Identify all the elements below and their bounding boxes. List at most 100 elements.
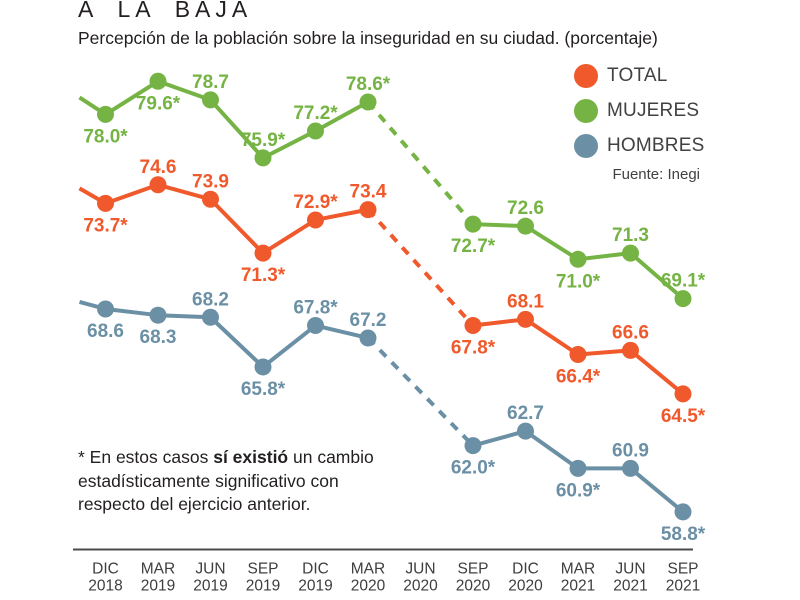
x-axis-tick-month: DIC	[302, 561, 329, 578]
point-label-hombres: 67.8*	[293, 298, 338, 319]
data-point-hombres	[202, 308, 219, 326]
legend-dot-hombres-icon	[574, 133, 598, 158]
point-label-mujeres: 72.6	[507, 198, 544, 219]
data-point-hombres	[149, 306, 167, 324]
legend-label-total: TOTAL	[607, 64, 668, 86]
point-label-hombres: 68.3	[140, 327, 177, 348]
data-point-hombres	[517, 422, 534, 440]
point-label-total: 66.4*	[556, 367, 601, 388]
data-point-total	[517, 310, 534, 328]
x-axis-tick-year: 2019	[246, 578, 280, 595]
data-point-mujeres	[622, 244, 639, 262]
point-label-total: 67.8*	[451, 338, 496, 359]
point-label-hombres: 60.9*	[556, 480, 601, 501]
point-label-total: 66.6	[612, 322, 649, 343]
x-axis-tick-year: 2021	[561, 578, 595, 595]
data-point-mujeres	[517, 217, 534, 235]
point-label-mujeres: 79.6*	[136, 93, 181, 114]
data-point-total	[464, 317, 482, 335]
data-point-total	[202, 190, 219, 208]
data-point-hombres	[254, 358, 272, 376]
chart-subtitle: Percepción de la población sobre la inse…	[78, 28, 658, 48]
point-label-total: 74.6	[140, 157, 177, 178]
data-point-total	[307, 211, 324, 229]
x-axis-tick-year: 2021	[666, 578, 700, 595]
point-label-mujeres: 71.3	[612, 225, 649, 246]
data-point-total	[359, 201, 377, 219]
point-label-mujeres: 75.9*	[241, 130, 286, 151]
data-point-mujeres	[569, 250, 587, 268]
data-point-mujeres	[202, 91, 219, 109]
data-point-mujeres	[307, 122, 324, 140]
legend-dot-mujeres-icon	[574, 98, 598, 123]
point-label-mujeres: 78.7	[192, 72, 229, 93]
x-axis-tick-year: 2020	[403, 578, 438, 595]
point-label-mujeres: 78.6*	[346, 74, 391, 95]
x-axis-tick-year: 2019	[141, 578, 175, 595]
legend-label-mujeres: MUJERES	[607, 99, 700, 121]
point-label-hombres: 62.7	[507, 403, 544, 424]
x-axis-tick-month: JUN	[195, 561, 225, 578]
data-point-hombres	[307, 317, 324, 335]
data-point-hombres	[97, 300, 114, 318]
x-axis-tick-year: 2020	[508, 578, 543, 595]
footnote-line3: respecto del ejercicio anterior.	[78, 494, 311, 514]
data-point-total	[674, 385, 692, 403]
data-point-total	[622, 341, 639, 359]
data-point-hombres	[622, 459, 639, 477]
footnote-line2: estadísticamente significativo con	[78, 470, 339, 491]
point-label-total: 73.9	[192, 171, 229, 192]
data-point-mujeres	[464, 215, 482, 233]
x-axis-tick-month: MAR	[561, 561, 595, 578]
footnote: * En estos casos sí existió un cambio es…	[78, 446, 408, 517]
legend-item-total: TOTAL	[574, 58, 700, 93]
x-axis-tick-year: 2019	[193, 578, 227, 595]
x-axis-tick-year: 2020	[351, 578, 386, 595]
data-point-mujeres	[674, 290, 692, 308]
x-axis-tick-month: MAR	[141, 561, 175, 578]
point-label-mujeres: 69.1*	[661, 271, 706, 292]
x-axis-tick-month: SEP	[247, 561, 278, 578]
data-point-total	[569, 346, 587, 364]
point-label-total: 72.9*	[293, 192, 338, 213]
point-label-hombres: 62.0*	[451, 458, 496, 479]
legend-item-hombres: HOMBRES	[574, 128, 704, 163]
x-axis-tick-month: MAR	[351, 561, 385, 578]
point-label-mujeres: 78.0*	[83, 126, 128, 147]
x-axis-tick-month: JUN	[615, 561, 645, 578]
point-label-hombres: 68.2	[192, 289, 229, 310]
x-axis-tick-month: SEP	[667, 561, 698, 578]
legend-label-hombres: HOMBRES	[607, 134, 705, 156]
data-point-total	[149, 176, 167, 194]
data-point-mujeres	[359, 93, 377, 111]
legend-item-mujeres: MUJERES	[574, 93, 700, 128]
x-axis-tick-month: DIC	[92, 561, 119, 578]
x-axis-tick-year: 2018	[88, 578, 122, 595]
series-dashed-gap-hombres	[366, 336, 475, 447]
point-label-total: 73.4	[350, 182, 387, 203]
data-point-hombres	[464, 437, 482, 455]
chart-title: A LA BAJA	[78, 0, 253, 22]
legend: TOTAL MUJERES HOMBRES Fuente: Inegi	[574, 58, 704, 183]
point-label-hombres: 58.8*	[661, 524, 706, 545]
data-point-hombres	[359, 329, 377, 347]
point-label-total: 71.3*	[241, 265, 286, 286]
point-label-total: 73.7*	[83, 215, 128, 236]
point-label-hombres: 68.6	[87, 321, 124, 342]
data-point-mujeres	[97, 105, 114, 123]
x-axis-tick-month: DIC	[512, 561, 539, 578]
series-dashed-gap-mujeres	[366, 100, 475, 226]
x-axis-tick-month: JUN	[405, 561, 435, 578]
x-axis-tick-year: 2020	[456, 578, 491, 595]
data-point-total	[97, 194, 114, 212]
data-point-mujeres	[149, 72, 167, 90]
x-axis-tick-month: SEP	[457, 561, 488, 578]
data-point-hombres	[674, 503, 692, 521]
point-label-mujeres: 72.7*	[451, 236, 496, 257]
source-credit: Fuente: Inegi	[612, 166, 700, 183]
data-point-mujeres	[254, 149, 272, 167]
footnote-line1: * En estos casos sí existió un cambio	[78, 447, 374, 467]
x-axis-tick-year: 2021	[613, 578, 647, 595]
